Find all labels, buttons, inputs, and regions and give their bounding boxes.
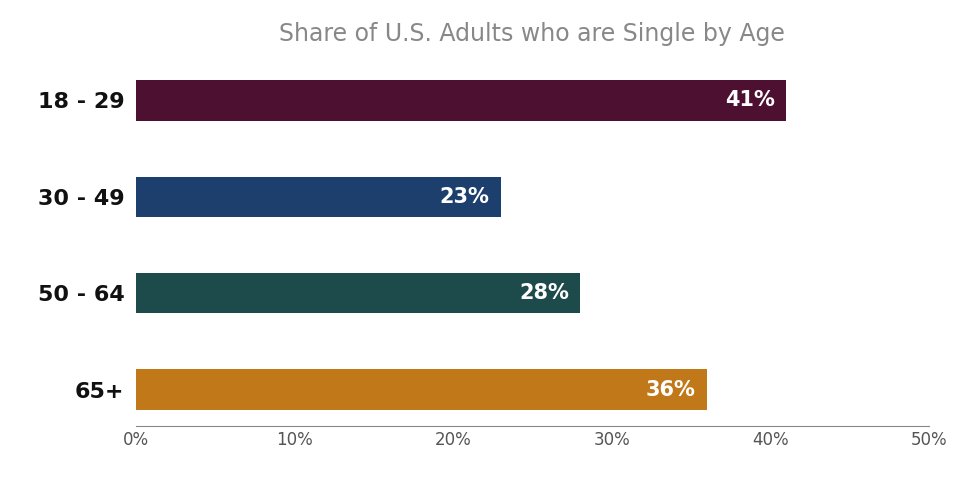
Text: 36%: 36% — [646, 380, 696, 399]
Bar — [136, 273, 580, 314]
Bar — [136, 80, 786, 121]
Text: 41%: 41% — [725, 91, 775, 110]
Title: Share of U.S. Adults who are Single by Age: Share of U.S. Adults who are Single by A… — [280, 23, 785, 47]
Bar — [136, 176, 500, 217]
Text: 23%: 23% — [439, 187, 490, 207]
Bar — [136, 369, 707, 410]
Text: 28%: 28% — [519, 283, 569, 303]
